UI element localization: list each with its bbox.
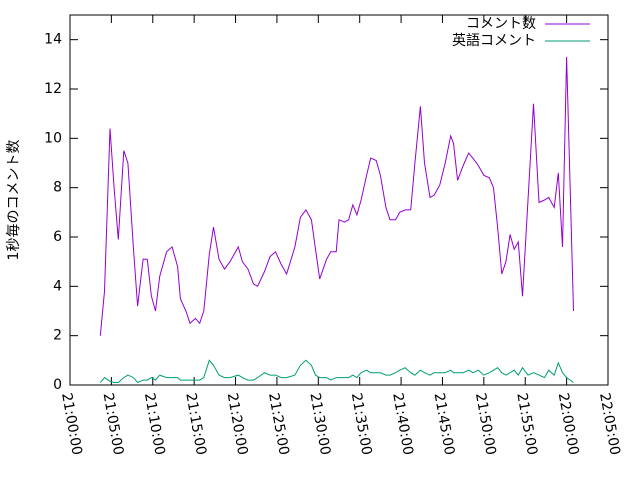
legend-label: 英語コメント bbox=[452, 32, 536, 49]
x-tick-label: 21:05:00 bbox=[100, 392, 127, 457]
plot-frame bbox=[69, 14, 609, 386]
y-axis-label: 1秒毎のコメント数 bbox=[6, 140, 22, 261]
y-tick-label: 4 bbox=[53, 278, 62, 294]
x-tick-label: 21:45:00 bbox=[431, 392, 458, 457]
x-tick-label: 21:00:00 bbox=[58, 392, 85, 457]
y-tick-label: 0 bbox=[53, 377, 62, 393]
x-tick-label: 21:55:00 bbox=[513, 392, 540, 457]
x-tick-label: 21:25:00 bbox=[265, 392, 292, 457]
y-tick-label: 2 bbox=[53, 328, 62, 344]
x-tick-label: 22:05:00 bbox=[596, 392, 623, 457]
legend-label: コメント数 bbox=[466, 16, 536, 32]
x-tick-label: 21:35:00 bbox=[348, 392, 375, 457]
y-tick-label: 14 bbox=[44, 32, 62, 48]
x-tick-label: 21:40:00 bbox=[389, 392, 416, 457]
x-tick-label: 21:10:00 bbox=[141, 392, 168, 457]
x-tick-label: 22:00:00 bbox=[555, 392, 582, 457]
x-tick-label: 21:20:00 bbox=[224, 392, 251, 457]
y-tick-label: 12 bbox=[44, 81, 62, 97]
y-tick-label: 6 bbox=[53, 229, 62, 245]
y-tick-label: 10 bbox=[44, 130, 62, 146]
x-tick-label: 21:30:00 bbox=[306, 392, 333, 457]
x-tick-label: 21:50:00 bbox=[472, 392, 499, 457]
y-tick-label: 8 bbox=[53, 180, 62, 196]
series-line bbox=[99, 56, 574, 336]
series-line bbox=[99, 359, 574, 384]
x-tick-label: 21:15:00 bbox=[182, 392, 209, 457]
